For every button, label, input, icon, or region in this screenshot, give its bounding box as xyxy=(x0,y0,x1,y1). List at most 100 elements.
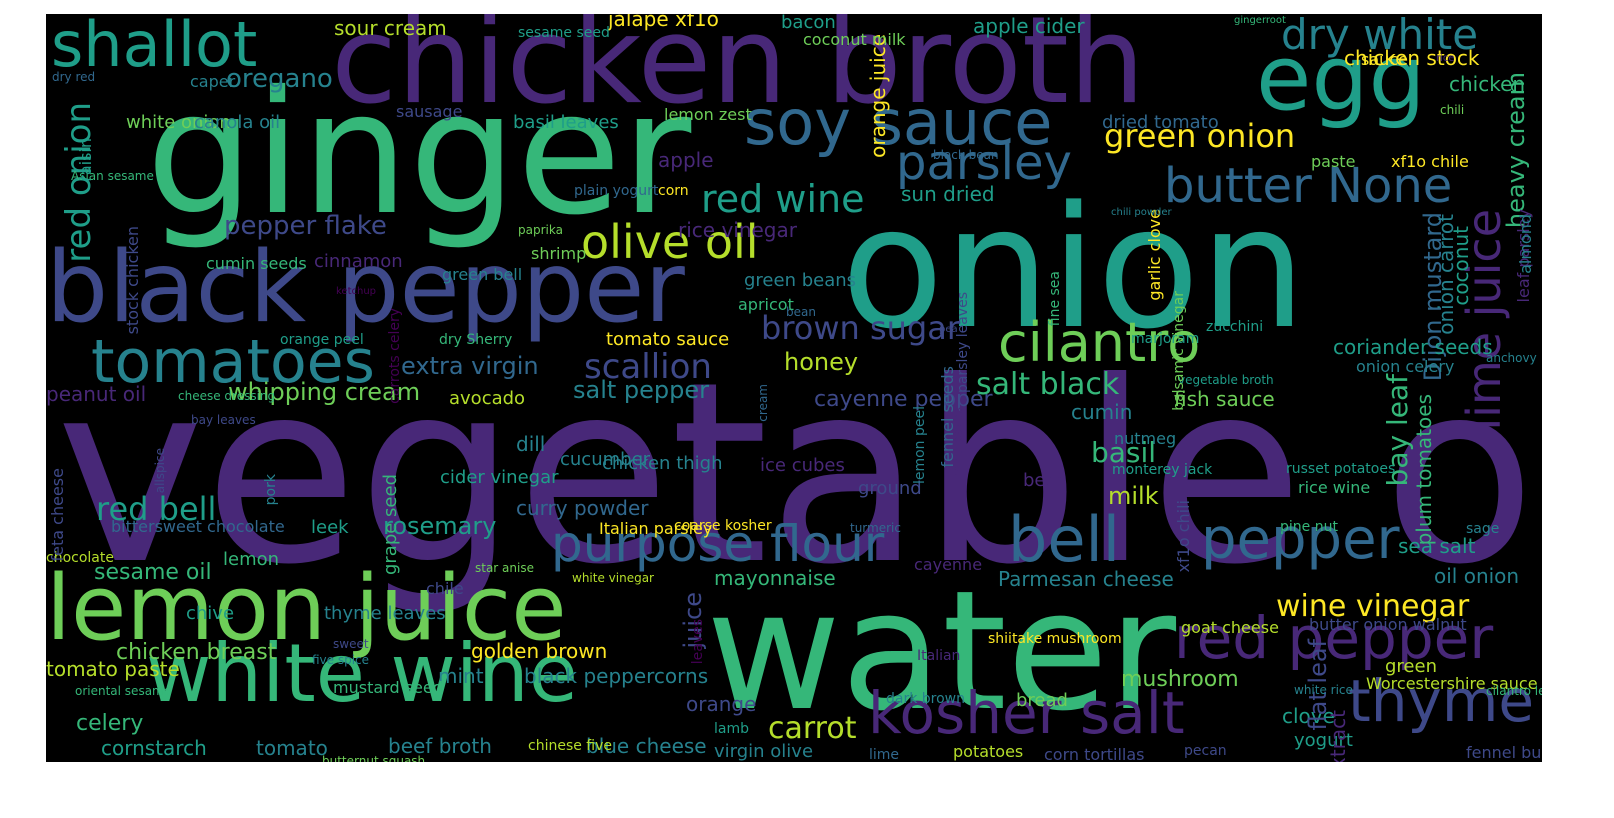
word-cloud-word: pepper flake xyxy=(224,211,387,241)
word-cloud-word: cilantro xyxy=(998,311,1201,374)
word-cloud-word: sage xyxy=(1466,521,1500,537)
word-cloud-word: ginger xyxy=(146,55,692,253)
word-cloud-word: pork xyxy=(263,474,279,506)
word-cloud-word: chicken broth xyxy=(331,14,1145,131)
word-cloud-word: chicken xyxy=(1449,72,1526,96)
word-cloud-word: fennel bulb xyxy=(1466,743,1542,762)
word-cloud-word: parsley xyxy=(896,135,1072,191)
word-cloud-word: soy sauce xyxy=(744,86,1053,159)
word-cloud-word: salt pepper xyxy=(573,376,710,404)
word-cloud-word: plum tomatoes xyxy=(1412,394,1436,546)
word-cloud-word: corn tortillas xyxy=(1044,745,1145,763)
word-cloud-word: butter None xyxy=(1164,158,1453,214)
word-cloud-word: carrots celery xyxy=(387,308,403,404)
word-cloud-word: white rice xyxy=(1294,683,1353,697)
word-cloud-word: pine nut xyxy=(1280,519,1338,535)
word-cloud-word: mint leaves xyxy=(951,407,965,477)
word-cloud-word: curry powder xyxy=(516,496,649,520)
word-cloud-word: raisin xyxy=(76,138,95,182)
word-cloud-word: cream xyxy=(756,384,770,422)
word-cloud-word: monterey jack xyxy=(1112,462,1213,478)
word-cloud-word: thyme leaves xyxy=(324,603,446,624)
word-cloud-word: cheese dressing xyxy=(178,389,276,403)
word-cloud-word: shiitake mushroom xyxy=(988,631,1122,647)
word-cloud-word: dry red xyxy=(52,70,96,84)
word-cloud-word: pepper xyxy=(1201,507,1400,572)
word-cloud-word: coarse kosher xyxy=(674,518,772,534)
word-cloud-word: sea salt xyxy=(1398,534,1476,558)
word-cloud-word: mayonnaise xyxy=(714,566,836,590)
word-cloud-word: parsley leaves xyxy=(955,292,971,394)
word-cloud-word: black peppercorns xyxy=(524,664,709,688)
word-cloud-word: nutmeg xyxy=(1114,429,1177,448)
word-cloud-word: lemon xyxy=(223,549,280,570)
word-cloud-word: garlic clove xyxy=(1145,209,1164,301)
word-cloud-word: green beans xyxy=(744,270,857,291)
word-cloud-word: mint xyxy=(438,664,484,688)
word-cloud-word: Italian parsley xyxy=(599,519,713,538)
word-cloud-word: water xyxy=(706,555,1177,747)
word-cloud-word: chili powder xyxy=(1111,207,1172,218)
word-cloud-word: dill xyxy=(516,432,546,456)
word-cloud-word: coconut xyxy=(1449,226,1473,306)
word-cloud-word: green bell xyxy=(442,265,523,284)
word-cloud-word: blue cheese xyxy=(586,734,707,758)
word-cloud-word: black pepper xyxy=(46,231,685,345)
word-cloud-word: shrimp xyxy=(531,244,587,263)
word-cloud-word: tomato sauce xyxy=(606,329,730,350)
word-cloud-word: Asian sesame xyxy=(71,169,154,183)
word-cloud-word: whipping cream xyxy=(228,378,421,406)
word-cloud-word: rice xyxy=(1436,53,1455,64)
word-cloud-word: basil xyxy=(1091,436,1157,469)
word-cloud-word: almond xyxy=(1516,214,1535,274)
word-cloud-word: sour cream xyxy=(334,16,447,40)
word-cloud-word: ground xyxy=(858,478,922,499)
word-cloud: vegetable oil onion ginger water chicken bro… xyxy=(46,14,1542,762)
word-cloud-word: brown sugar xyxy=(761,309,960,347)
word-cloud-word: sun dried xyxy=(901,182,995,206)
word-cloud-word: apple cider xyxy=(973,14,1085,38)
word-cloud-word: balsamic vinegar xyxy=(1171,291,1187,411)
word-cloud-word: jalape xf1o xyxy=(608,14,719,31)
word-cloud-word: avocado xyxy=(449,388,526,409)
word-cloud-word: dry white xyxy=(1281,14,1479,59)
word-cloud-word: orange xyxy=(686,692,757,716)
word-cloud-word: star anise xyxy=(475,561,534,575)
word-cloud-word: xf1o chile xyxy=(1391,152,1469,171)
word-cloud-word: chocolate xyxy=(46,550,114,566)
word-cloud-word: rice vinegar xyxy=(678,218,797,242)
word-cloud-word: yogurt xyxy=(1294,730,1353,751)
word-cloud-word: salt black xyxy=(976,367,1120,402)
word-cloud-word: chinese five xyxy=(528,738,613,754)
word-cloud-word: corn xyxy=(658,183,689,199)
word-cloud-word: sauce xyxy=(1361,50,1408,69)
word-cloud-word: mustard seed xyxy=(333,678,443,697)
word-cloud-word: apple xyxy=(658,148,714,172)
word-cloud-word: sesame oil xyxy=(94,560,212,585)
word-cloud-word: red wine xyxy=(701,177,865,221)
word-cloud-word: Parmesan cheese xyxy=(998,567,1174,591)
word-cloud-word: paste xyxy=(1311,152,1356,171)
word-cloud-word: leek xyxy=(311,517,349,538)
word-cloud-word: clove xyxy=(1282,704,1335,728)
word-cloud-word: feta cheese xyxy=(48,468,67,562)
word-cloud-word: chicken stock xyxy=(1344,46,1480,70)
word-cloud-word: carrot xyxy=(768,711,857,746)
word-cloud-word: chili xyxy=(1440,103,1465,117)
word-cloud-word: sesame seed xyxy=(518,25,610,41)
word-cloud-word: basil leaves xyxy=(513,112,619,133)
word-cloud-word: cilantro leaves xyxy=(1486,684,1542,698)
word-cloud-word: sausage xyxy=(396,102,463,121)
word-cloud-word: milk xyxy=(1108,482,1159,510)
word-cloud-word: pecan xyxy=(1184,743,1227,759)
word-cloud-word: butternut squash xyxy=(322,754,426,762)
word-cloud-word: turmeric xyxy=(850,521,901,535)
word-cloud-word: olive oil xyxy=(581,215,759,269)
word-cloud-word: coriander seeds xyxy=(1333,335,1493,359)
word-cloud-word: white wine xyxy=(146,627,578,720)
word-cloud-word: canola oil xyxy=(194,112,281,133)
word-cloud-word: honey xyxy=(784,348,859,376)
word-cloud-word: lemon peel xyxy=(912,406,928,485)
word-cloud-word: celery xyxy=(76,711,144,736)
word-cloud-word: leaves xyxy=(690,619,706,665)
